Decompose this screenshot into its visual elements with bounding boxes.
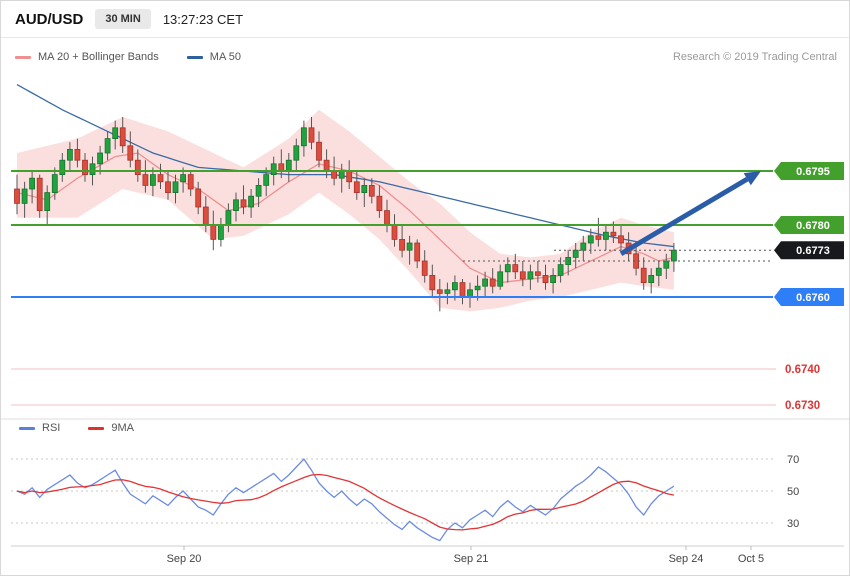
price-level-badge-text: 0.6795: [796, 166, 830, 178]
x-axis-label: Sep 24: [669, 553, 704, 565]
rsi-legend-label: RSI: [42, 422, 61, 434]
rsi-swatch-icon: [19, 426, 35, 430]
research-credit: Research © 2019 Trading Central: [672, 51, 837, 63]
ma9-swatch-icon: [88, 426, 105, 430]
x-axis-label: Oct 5: [738, 553, 764, 565]
candlesticks: [14, 117, 677, 312]
price-level-badge: [774, 216, 844, 234]
rsi-guide-label: 70: [787, 454, 799, 466]
trend-arrow: [619, 176, 749, 256]
ma50-swatch-icon: [186, 55, 203, 59]
price-and-rsi-chart-canvas[interactable]: 0.6795 0.6780 0.6773 0.6760 0.6740 0.6730 70 50…: [1, 71, 850, 576]
minor-level-label: 0.6740: [785, 364, 820, 376]
price-level-badge: [774, 288, 844, 306]
rsi-line: [16, 457, 675, 542]
price-level-badge: [774, 241, 844, 260]
minor-level-label: 0.6730: [785, 400, 820, 412]
price-level-badge-text: 0.6780: [796, 220, 830, 232]
rsi-legend: RSI 9MA: [19, 422, 134, 434]
price-level-badge-text: 0.6773: [796, 245, 830, 257]
ma9-legend-label: 9MA: [111, 422, 134, 434]
trend-arrow-head: [743, 171, 761, 186]
pair-title: AUD/USD: [15, 10, 84, 28]
rsi-guide-label: 30: [787, 518, 799, 530]
timeframe-badge[interactable]: 30 MIN: [95, 9, 151, 29]
ma20-legend-label: MA 20 + Bollinger Bands: [38, 51, 159, 63]
chart-header: AUD/USD 30 MIN 13:27:23 CET: [1, 1, 849, 38]
rsi-guide-label: 50: [787, 486, 799, 498]
ma20-swatch-icon: [15, 55, 31, 59]
x-axis-label: Sep 21: [454, 553, 489, 565]
price-levels: 0.6795 0.6780 0.6773 0.6760 0.6740 0.6730: [11, 162, 844, 412]
ma50-legend-label: MA 50: [209, 51, 241, 63]
clock-label: 13:27:23 CET: [162, 11, 244, 27]
rsi-9ma-line: [16, 473, 675, 531]
price-level-badge-text: 0.6760: [796, 292, 830, 304]
x-axis-label: Sep 20: [167, 553, 202, 565]
price-level-badge: [774, 162, 844, 180]
main-legend: MA 20 + Bollinger Bands MA 50 Research ©…: [15, 51, 837, 63]
